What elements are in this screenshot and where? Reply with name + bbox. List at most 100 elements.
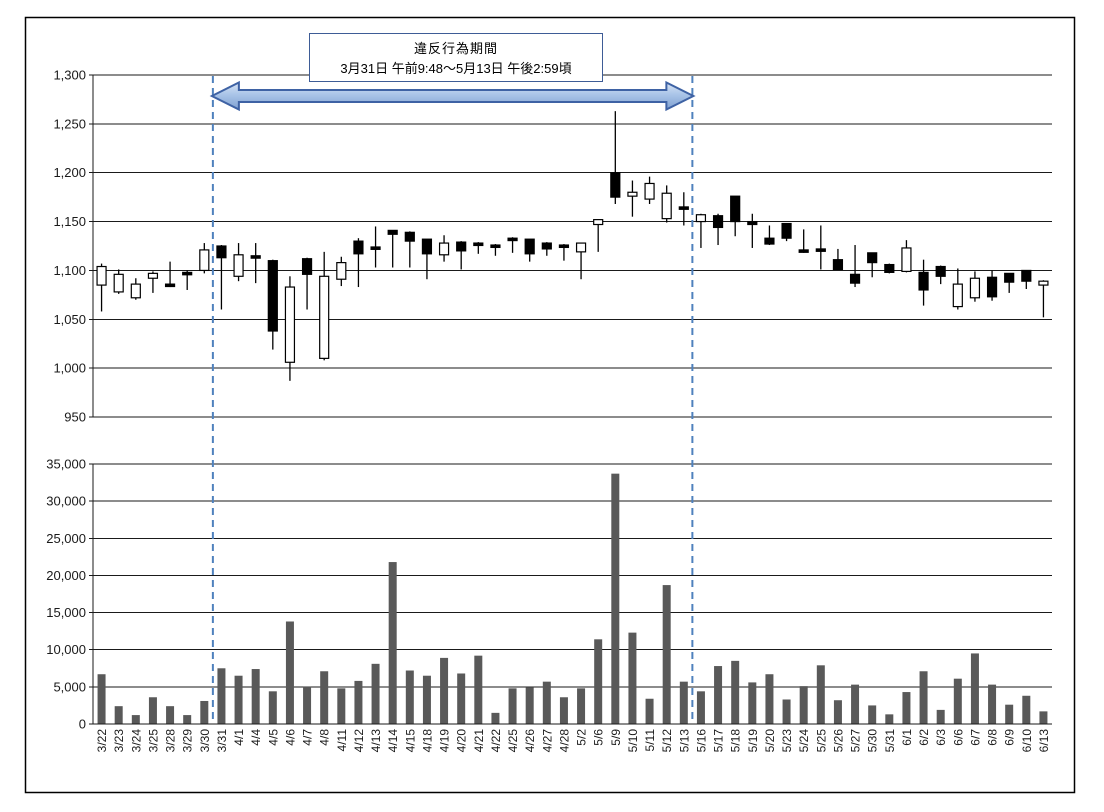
date-label: 3/24 [129,729,143,753]
candle-body-up [575,242,587,253]
volume-bar [868,705,877,724]
volume-bar [816,665,825,724]
candle [490,244,501,256]
candle [267,259,278,350]
volume-bar [1022,695,1031,724]
date-label: 5/10 [626,729,640,753]
candle-body-down [250,255,261,259]
volume-bar [885,714,894,724]
candle [627,180,638,217]
volume-bar [320,671,329,724]
candle-body-up [952,283,963,308]
candle [216,245,227,310]
volume-bar [936,709,945,724]
candle-body-up [969,277,981,299]
candle-body-down [764,237,775,245]
candle-body-down [456,241,467,252]
date-label: 5/6 [592,729,606,746]
date-label: 3/31 [215,729,229,753]
candle-body-up [695,214,707,223]
candle-body-up [438,242,450,256]
date-label: 6/9 [1003,729,1017,746]
candle [96,263,107,312]
date-label: 3/25 [146,729,160,753]
volume-bar [525,687,534,724]
date-label: 5/24 [797,729,811,753]
candle [199,243,210,274]
volume-y-axis-label: 30,000 [46,494,86,509]
candle-body-down [404,231,415,242]
volume-bar [782,699,791,724]
date-label: 5/13 [677,729,691,753]
candle-body-down [558,244,570,249]
candle [336,256,347,287]
date-label: 5/31 [883,729,897,753]
candle [319,251,330,361]
volume-y-axis-label: 25,000 [46,531,86,546]
price-y-axis-label: 1,050 [53,312,86,327]
volume-bar [833,700,842,724]
candle-body-down [507,237,518,242]
volume-bar [611,473,620,724]
candle [901,240,912,273]
candle [952,268,963,310]
volume-bar [559,697,568,724]
candle-body-up [593,219,604,226]
candle-body-up [130,283,141,299]
candle [370,226,381,268]
candle [969,271,981,302]
date-label: 5/18 [729,729,743,753]
date-label: 4/14 [386,729,400,753]
volume-bar [388,562,397,724]
date-label: 4/4 [249,729,263,746]
candle [730,195,741,237]
date-label: 5/12 [660,729,674,753]
date-label: 6/6 [951,729,965,746]
candle-body-down [781,222,792,239]
date-label: 6/13 [1037,729,1051,753]
date-label: 4/12 [352,729,366,753]
candle-body-down [712,215,724,229]
candle-body-down [832,259,844,271]
candle [387,229,398,268]
candle-body-up [661,192,672,220]
candle [747,213,758,248]
candle [815,225,826,270]
volume-bar [354,680,363,724]
date-label: 4/18 [420,729,434,753]
volume-bar [303,686,312,724]
candle [130,278,141,300]
date-label: 4/1 [232,729,246,746]
candle-body-up [627,191,638,197]
candle-body-down [986,276,998,298]
date-label: 5/25 [814,729,828,753]
volume-bar [371,663,380,724]
date-label: 6/1 [900,729,914,746]
volume-gridlines [89,463,1052,725]
date-label: 4/28 [557,729,571,753]
date-label: 5/2 [575,729,589,746]
volume-bar [953,678,962,724]
candle-body-down [353,240,364,255]
date-label: 4/21 [472,729,486,753]
volume-bar [714,666,723,724]
price-y-axis-label: 1,150 [53,214,86,229]
volume-bar [1039,711,1048,724]
candle-body-down [610,172,621,198]
candle-body-up [336,262,347,280]
date-label: 4/19 [438,729,452,753]
date-label: 4/7 [301,729,315,746]
date-label: 4/8 [318,729,332,746]
candle [798,229,809,253]
candle [918,259,929,306]
date-label: 6/2 [917,729,931,746]
candle [301,257,313,310]
date-label: 4/26 [523,729,537,753]
volume-bar [662,585,671,724]
candle [541,242,552,256]
date-label: 4/27 [540,729,554,753]
volume-bar [337,688,346,724]
date-label: 5/27 [849,729,863,753]
candle [644,176,655,204]
date-label: 5/23 [780,729,794,753]
